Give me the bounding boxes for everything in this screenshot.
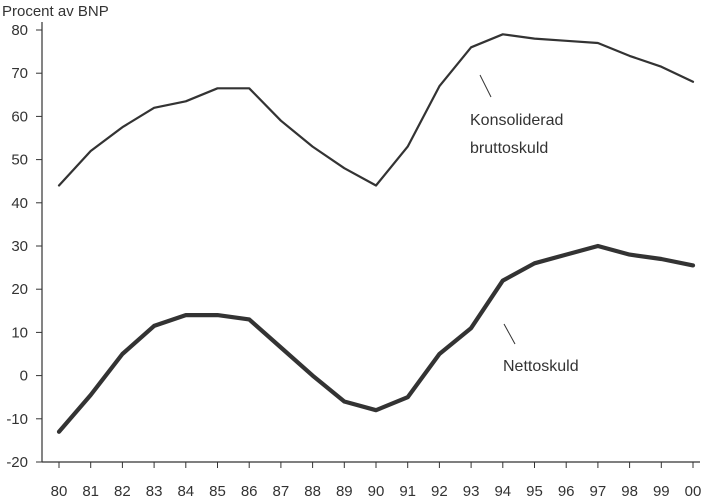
y-tick-label: -20: [6, 454, 28, 471]
y-tick-label: -10: [6, 411, 28, 428]
x-tick-label: 95: [526, 483, 543, 500]
annotations: Konsoliderad bruttoskuld Nettoskuld: [470, 74, 579, 375]
annotation-leader-nettoskuld: [503, 323, 516, 345]
x-tick-label: 86: [241, 483, 258, 500]
y-tick-label: 80: [11, 22, 28, 39]
x-tick-label: 97: [590, 483, 607, 500]
x-tick-label: 83: [146, 483, 163, 500]
annotation-bruttoskuld-line2: bruttoskuld: [470, 140, 548, 157]
y-tick-label: 10: [11, 324, 28, 341]
x-tick-label: 98: [621, 483, 638, 500]
y-axis-label: Procent av BNP: [2, 3, 109, 20]
y-tick-label: 20: [11, 281, 28, 298]
x-tick-label: 91: [399, 483, 416, 500]
x-tick-label: 99: [653, 483, 670, 500]
x-tick-label: 88: [304, 483, 321, 500]
x-tick-label: 90: [368, 483, 385, 500]
y-tick-label: 70: [11, 65, 28, 82]
y-tick-label: 30: [11, 238, 28, 255]
y-tick-label: 60: [11, 108, 28, 125]
y-tick-label: 40: [11, 195, 28, 212]
x-tick-label: 87: [273, 483, 290, 500]
axes: -20 -10 0 10 20 30 40 50 60 70 80 80 81 82 83 84 85 86 87 8…: [6, 22, 701, 500]
x-tick-label: 85: [209, 483, 226, 500]
x-tick-label: 89: [336, 483, 353, 500]
series-line-nettoskuld: [56, 243, 696, 434]
annotation-nettoskuld: Nettoskuld: [503, 358, 579, 375]
x-tick-label: 82: [114, 483, 131, 500]
x-tick-label: 00: [685, 483, 702, 500]
x-tick-label: 81: [82, 483, 99, 500]
x-tick-label: 94: [494, 483, 511, 500]
x-tick-label: 93: [463, 483, 480, 500]
x-tick-label: 92: [431, 483, 448, 500]
x-tick-label: 84: [177, 483, 194, 500]
annotation-leader-bruttoskuld: [479, 74, 492, 98]
annotation-bruttoskuld-line1: Konsoliderad: [470, 112, 563, 129]
y-tick-label: 0: [20, 368, 28, 385]
series-layer: [56, 33, 696, 434]
x-tick-label: 80: [51, 483, 68, 500]
x-tick-label: 96: [558, 483, 575, 500]
y-tick-label: 50: [11, 152, 28, 169]
series-line-bruttoskuld: [57, 33, 695, 187]
